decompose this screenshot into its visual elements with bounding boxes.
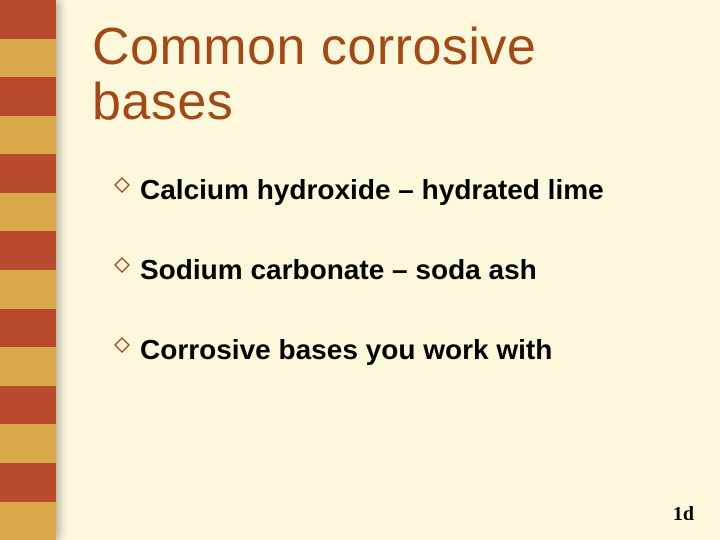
sidebar-stripe [0, 502, 56, 540]
bullet-text: Sodium carbonate – soda ash [140, 254, 537, 285]
sidebar-stripe [0, 386, 56, 425]
sidebar-stripe [0, 116, 56, 155]
diamond-bullet-icon [114, 337, 130, 353]
slide-title: Common corrosive bases [92, 20, 690, 129]
slide-content: Common corrosive bases Calcium hydroxide… [56, 0, 720, 540]
sidebar-stripe [0, 347, 56, 386]
bullet-item: Calcium hydroxide – hydrated lime [114, 171, 690, 209]
sidebar-stripe [0, 154, 56, 193]
sidebar-stripes [0, 0, 56, 540]
sidebar-stripe [0, 77, 56, 116]
bullet-text: Calcium hydroxide – hydrated lime [140, 174, 604, 205]
sidebar-stripe [0, 0, 56, 39]
page-number: 1d [673, 503, 694, 526]
bullet-item: Corrosive bases you work with [114, 331, 690, 369]
bullet-text: Corrosive bases you work with [140, 334, 552, 365]
sidebar-stripe [0, 270, 56, 309]
sidebar-stripe [0, 231, 56, 270]
sidebar-stripe [0, 39, 56, 78]
bullet-item: Sodium carbonate – soda ash [114, 251, 690, 289]
bullet-list: Calcium hydroxide – hydrated lime Sodium … [92, 171, 690, 368]
sidebar-stripe [0, 424, 56, 463]
diamond-bullet-icon [114, 177, 130, 193]
diamond-bullet-icon [114, 257, 130, 273]
sidebar-stripe [0, 193, 56, 232]
sidebar-stripe [0, 309, 56, 348]
slide: Common corrosive bases Calcium hydroxide… [0, 0, 720, 540]
sidebar-stripe [0, 463, 56, 502]
